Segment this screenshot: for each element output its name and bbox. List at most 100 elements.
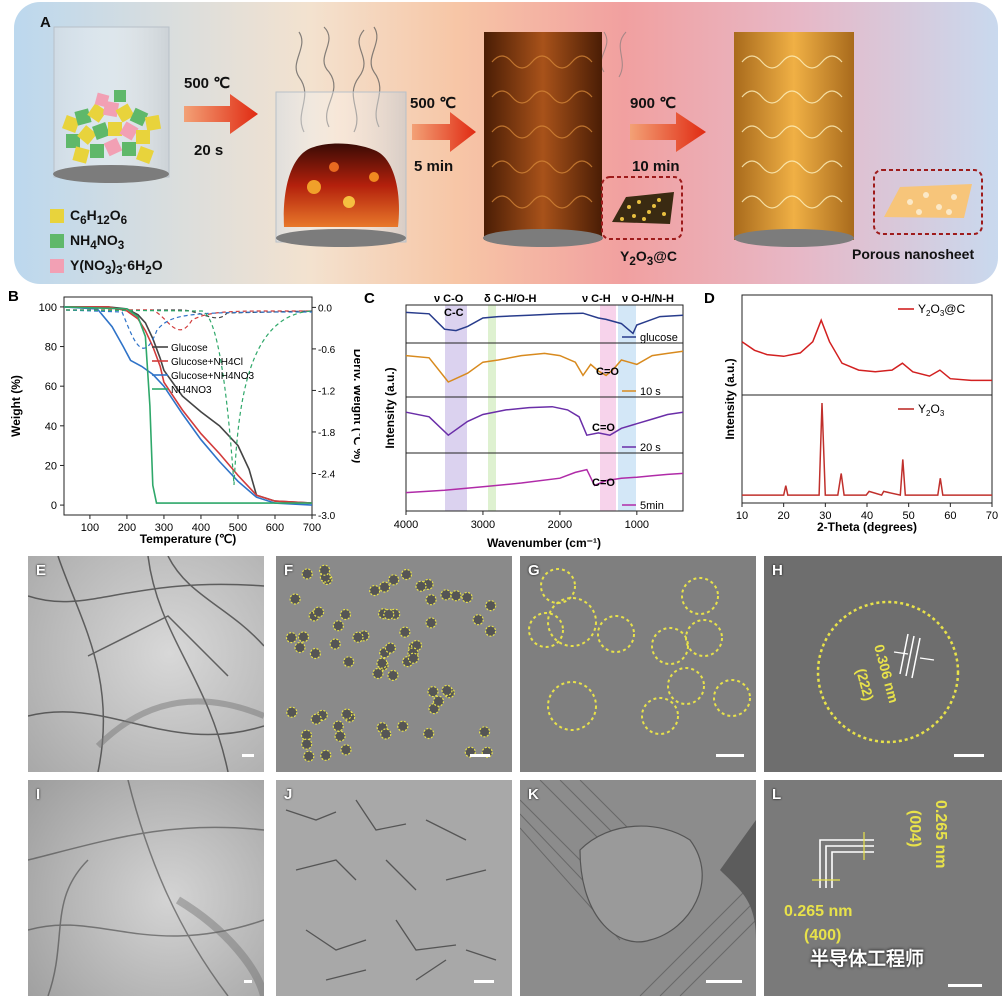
d-series-line-0 [741,318,992,382]
annotation-c-o-2: C=O [592,422,615,434]
f-nanoparticle [485,599,497,612]
b-xtick-label: 500 [229,522,247,534]
beaker-combustion [275,26,407,247]
product-porous-nanosheet: Porous nanosheet [852,246,975,262]
panel-b-ylabel: Weight (%) [9,375,23,437]
d-legend-label-0: Y2O3@C [918,302,965,318]
beaker-porous-product [734,32,983,247]
f-nanoparticle [461,591,473,604]
tem-panel-f: F [276,556,512,772]
b-xtick-label: 300 [155,522,173,534]
tem-i-scalebar [244,980,252,983]
c-series-line-1 [405,350,684,383]
beaker-precursors [53,26,170,183]
f-nanoparticle [387,669,399,682]
f-nanoparticle [388,574,400,586]
tem-g-scalebar [716,754,744,757]
c-xtick-label: 4000 [394,519,418,531]
d-xtick-label: 10 [736,510,748,522]
f-nanoparticle [285,631,298,644]
c-legend-label-1: 10 s [640,386,661,398]
c-series-line-2 [405,405,684,437]
b-xtick-label: 600 [266,522,284,534]
tem-g-label: G [528,562,540,579]
b-series-line-1 [64,306,313,504]
f-nanoparticle [340,744,352,756]
c-xtick-label: 2000 [548,519,572,531]
panel-c-xlabel: Wavenumber (cm⁻¹) [487,536,601,550]
b-ytick-label: 60 [45,381,57,393]
schematic-drawing [50,26,983,273]
c-xtick-label: 1000 [625,519,649,531]
d-series-line-1 [742,402,992,497]
band-o-h-n-h [618,305,636,511]
step1-time: 20 s [194,142,224,159]
f-nanoparticle [318,564,331,576]
panel-b-tga-chart: B 100 200 300 400 500 600 700 0 20 40 60 80 100 0.0 -0… [8,288,360,546]
b-xtick-label: 100 [81,522,99,534]
tem-j-texture [285,799,497,981]
d-xtick-label: 60 [944,510,956,522]
panel-b-frame [63,296,313,516]
tem-l-lattice-spacing-1: 0.265 nm [784,903,852,920]
tem-j-label: J [284,786,293,803]
tem-panel-h: 0.306 nm (222) H [764,556,1002,772]
tem-l-lattice-spacing-2: 0.265 nm [932,800,949,868]
b-legend-label-0: Glucose [171,343,208,354]
step2-temp: 500 ℃ [410,95,457,112]
f-nanoparticle [301,568,313,580]
derivative-curves [65,309,313,486]
f-nanoparticle [384,642,397,654]
f-nanoparticle [425,617,437,629]
b-y2tick-label: -1.2 [318,386,336,397]
c-series-line-0 [405,311,684,335]
tem-f-label: F [284,562,294,579]
f-nanoparticle [297,631,310,643]
panel-d-xrd-chart: D 10 20 30 40 50 60 70 Y2O3@C Y2O3 2-Theta (deg… [704,290,998,534]
panel-c-label: C [364,290,375,307]
f-nanoparticle [425,594,437,606]
d-legend-label-1: Y2O3 [918,402,945,418]
b-ytick-label: 20 [45,460,57,472]
f-nanoparticle [380,728,392,740]
f-nanoparticle [440,589,452,601]
b-y2tick-label: -2.4 [318,469,336,480]
panel-d-frame [741,294,993,504]
f-nanoparticle [428,703,440,715]
panel-c-ylabel: Intensity (a.u.) [383,367,397,448]
tem-panel-g: G [520,556,756,772]
f-nanoparticle [301,738,313,750]
arrow-step-3 [630,112,706,152]
f-nanoparticle [286,706,298,718]
f-nanoparticle [407,652,419,664]
f-nanoparticle [343,656,355,668]
legend-yttrium-nitrate: Y(NO3)3·6H2O [70,257,163,277]
f-nanoparticle [376,657,388,669]
arrow-step-1 [184,94,258,134]
b-series-line-3 [63,306,312,504]
tem-f-scalebar [470,754,490,757]
f-nanoparticle [339,608,352,621]
f-nanoparticle [352,631,364,643]
b-series-line-0 [64,306,313,504]
b-ytick-label: 100 [39,302,57,314]
f-nanoparticle [310,713,322,725]
tem-h-particle: 0.306 nm (222) [816,600,960,744]
step2-time: 5 min [414,158,454,175]
f-nanoparticle [400,568,413,581]
tem-l-label: L [772,786,782,803]
b-y2tick-label: 0.0 [318,303,332,314]
b-legend-label-3: NH4NO3 [171,385,212,396]
legend-swatch-glucose [50,209,64,223]
tem-h-label: H [772,562,783,579]
tem-i-label: I [36,786,41,803]
f-nanoparticle [332,720,344,732]
legend-glucose: C6H12O6 [70,207,128,227]
annotation-c-o-3: C=O [592,477,615,489]
d-xtick-label: 30 [819,510,831,522]
b-xtick-label: 400 [192,522,210,534]
band-c-h-o-h [488,305,496,511]
f-nanoparticle [415,580,427,592]
c-series-line-3 [405,468,684,494]
f-nanoparticle [485,625,497,637]
